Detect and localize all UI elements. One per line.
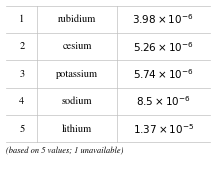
Text: 2: 2 bbox=[19, 42, 25, 51]
Text: 1: 1 bbox=[19, 14, 25, 24]
Text: $3.98\times10^{-6}$: $3.98\times10^{-6}$ bbox=[132, 12, 194, 26]
Text: rubidium: rubidium bbox=[58, 14, 96, 24]
Text: 4: 4 bbox=[19, 97, 24, 106]
Text: 5: 5 bbox=[19, 124, 25, 134]
Text: (based on 5 values; 1 unavailable): (based on 5 values; 1 unavailable) bbox=[6, 147, 124, 155]
Text: $5.74\times10^{-6}$: $5.74\times10^{-6}$ bbox=[133, 67, 193, 81]
Text: 3: 3 bbox=[19, 69, 24, 79]
Text: $1.37\times10^{-5}$: $1.37\times10^{-5}$ bbox=[133, 122, 194, 136]
Text: cesium: cesium bbox=[62, 42, 92, 51]
Text: $8.5\times10^{-6}$: $8.5\times10^{-6}$ bbox=[136, 95, 190, 108]
Text: potassium: potassium bbox=[56, 69, 98, 79]
Text: sodium: sodium bbox=[62, 97, 92, 106]
Text: $5.26\times10^{-6}$: $5.26\times10^{-6}$ bbox=[133, 40, 193, 53]
Text: lithium: lithium bbox=[62, 124, 92, 134]
